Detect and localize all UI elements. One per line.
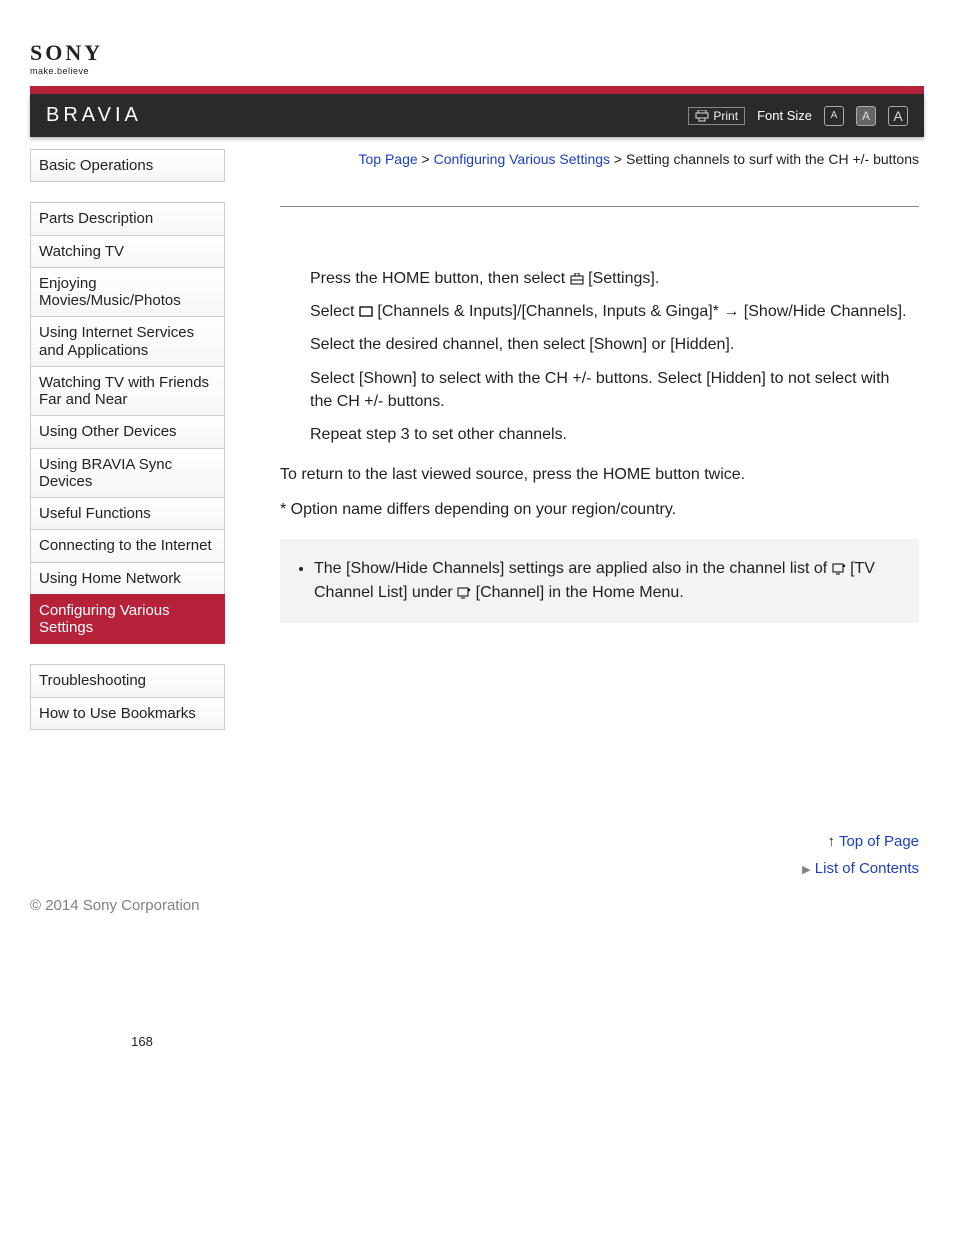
print-icon <box>695 110 709 122</box>
breadcrumb-current: Setting channels to surf with the CH +/-… <box>626 151 919 167</box>
sidebar-item[interactable]: Watching TV <box>30 235 225 268</box>
sidebar-item[interactable]: Connecting to the Internet <box>30 529 225 562</box>
triangle-icon: ▶ <box>802 864 810 876</box>
step-2: Select [Channels & Inputs]/[Channels, In… <box>310 300 909 323</box>
list-of-contents-link[interactable]: List of Contents <box>815 860 919 877</box>
footnote: * Option name differs depending on your … <box>280 499 919 521</box>
sidebar-item[interactable]: Using Home Network <box>30 562 225 595</box>
page-number: 168 <box>30 1034 254 1049</box>
sidebar-item[interactable]: Basic Operations <box>30 149 225 182</box>
sidebar-item[interactable]: Watching TV with Friends Far and Near <box>30 366 225 417</box>
step-5: Repeat step 3 to set other channels. <box>310 423 909 446</box>
top-of-page-link[interactable]: Top of Page <box>839 833 919 850</box>
up-arrow-icon: ↑ <box>828 833 836 850</box>
product-name: BRAVIA <box>46 104 142 127</box>
font-size-label: Font Size <box>757 108 812 123</box>
breadcrumb-link-section[interactable]: Configuring Various Settings <box>434 151 610 167</box>
brand-tagline: make.believe <box>30 66 924 76</box>
sidebar-item[interactable]: Troubleshooting <box>30 664 225 697</box>
sidebar-item[interactable]: Useful Functions <box>30 497 225 530</box>
steps-block: Press the HOME button, then select [Sett… <box>310 267 909 446</box>
tv-list-icon <box>832 563 846 575</box>
font-size-medium-button[interactable]: A <box>856 106 876 126</box>
sidebar-nav: Basic Operations Parts DescriptionWatchi… <box>30 149 225 750</box>
channel-icon <box>457 587 471 599</box>
sidebar-item[interactable]: Using BRAVIA Sync Devices <box>30 448 225 499</box>
channels-inputs-icon <box>359 306 373 317</box>
sidebar-item[interactable]: Using Other Devices <box>30 415 225 448</box>
print-label: Print <box>713 109 738 123</box>
copyright: © 2014 Sony Corporation <box>30 897 924 914</box>
print-button[interactable]: Print <box>688 107 745 125</box>
tip-item: The [Show/Hide Channels] settings are ap… <box>314 557 905 605</box>
sidebar-item[interactable]: Parts Description <box>30 202 225 235</box>
breadcrumb-sep: > <box>422 151 430 167</box>
main-content: Top Page > Configuring Various Settings … <box>225 149 924 877</box>
step-3: Select the desired channel, then select … <box>310 333 909 356</box>
breadcrumb-sep: > <box>614 151 622 167</box>
return-instruction: To return to the last viewed source, pre… <box>280 464 919 486</box>
sidebar-item[interactable]: Using Internet Services and Applications <box>30 316 225 367</box>
header-bar: BRAVIA Print Font Size A A A <box>30 94 924 137</box>
bottom-links: ↑ Top of Page ▶ List of Contents <box>280 833 919 877</box>
accent-bar <box>30 86 924 94</box>
tips-box: The [Show/Hide Channels] settings are ap… <box>280 539 919 623</box>
sidebar-item[interactable]: Enjoying Movies/Music/Photos <box>30 267 225 318</box>
settings-icon <box>570 273 584 285</box>
brand-name: SONY <box>30 40 924 66</box>
divider <box>280 206 919 207</box>
step-1: Press the HOME button, then select [Sett… <box>310 267 909 290</box>
sony-logo: SONY make.believe <box>30 40 924 76</box>
sidebar-item[interactable]: Configuring Various Settings <box>30 594 225 645</box>
breadcrumb: Top Page > Configuring Various Settings … <box>280 149 919 170</box>
step-4: Select [Shown] to select with the CH +/-… <box>310 367 909 413</box>
sidebar-item[interactable]: How to Use Bookmarks <box>30 697 225 730</box>
font-size-large-button[interactable]: A <box>888 106 908 126</box>
font-size-small-button[interactable]: A <box>824 106 844 126</box>
breadcrumb-link-top[interactable]: Top Page <box>358 151 417 167</box>
